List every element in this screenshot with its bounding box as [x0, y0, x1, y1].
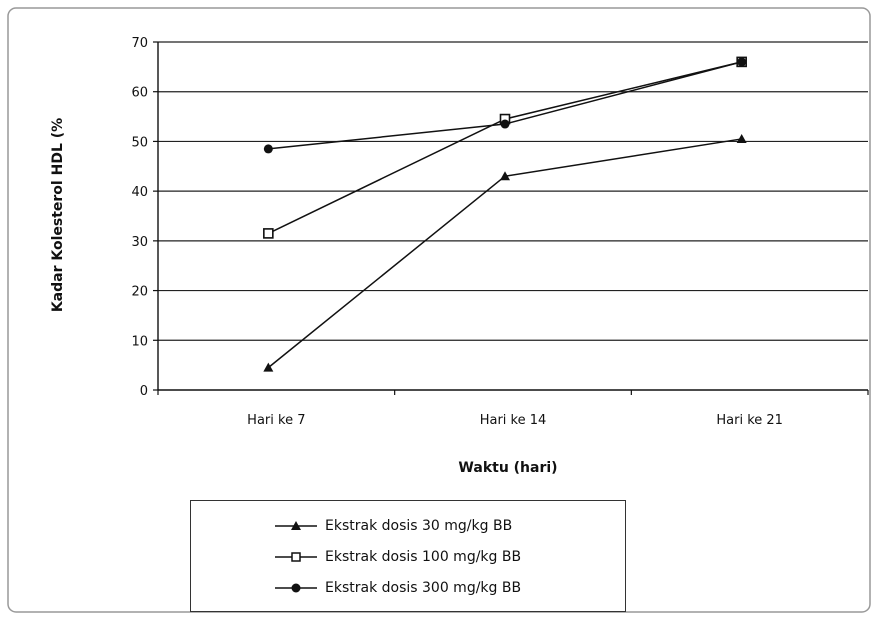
chart-outer-border [7, 7, 871, 613]
data-point-circle [737, 57, 747, 67]
y-tick-label: 10 [131, 334, 148, 349]
y-tick-label: 70 [131, 36, 148, 51]
x-tick-label: Hari ke 21 [716, 413, 783, 428]
series-3 [263, 57, 747, 154]
y-tick-label: 30 [131, 235, 148, 250]
data-point-triangle [736, 133, 747, 143]
series-1 [263, 133, 747, 372]
y-tick-label: 0 [140, 384, 148, 399]
legend-item-300: Ekstrak dosis 300 mg/kg BB [191, 574, 521, 602]
y-tick-label: 60 [131, 86, 148, 101]
square-marker-icon [275, 552, 317, 562]
x-tick-label: Hari ke 14 [480, 413, 547, 428]
data-point-circle [263, 144, 273, 154]
series-layer [263, 56, 747, 372]
triangle-marker-icon [275, 521, 317, 530]
data-point-triangle [500, 171, 510, 181]
grid-layer [158, 41, 868, 341]
legend-item-100: Ekstrak dosis 100 mg/kg BB [191, 543, 521, 571]
legend-label-30: Ekstrak dosis 30 mg/kg BB [325, 518, 513, 534]
legend-item-30: Ekstrak dosis 30 mg/kg BB [191, 512, 512, 540]
legend: Ekstrak dosis 30 mg/kg BB Ekstrak dosis … [190, 500, 626, 612]
y-tick-label: 50 [131, 135, 148, 150]
axis-layer: 0 10 20 30 40 50 60 70 Hari ke 7 Hari ke 14 Hari k… [131, 36, 869, 428]
legend-label-300: Ekstrak dosis 300 mg/kg BB [325, 580, 522, 596]
x-axis-title: Waktu (hari) [458, 460, 557, 476]
circle-marker-icon [275, 583, 317, 593]
legend-label-100: Ekstrak dosis 100 mg/kg BB [325, 549, 522, 565]
x-tick-label: Hari ke 7 [247, 413, 305, 428]
y-tick-label: 40 [131, 185, 148, 200]
y-tick-label: 20 [131, 285, 148, 300]
data-point-circle [500, 119, 510, 129]
y-axis-title: Kadar Kolesterol HDL (% [50, 118, 66, 312]
data-point-square [263, 228, 274, 239]
data-point-triangle [263, 362, 274, 372]
